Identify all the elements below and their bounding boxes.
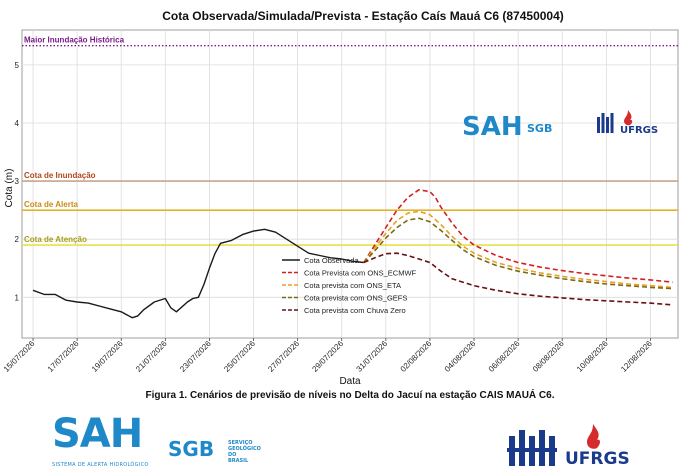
x-tick-label: 23/07/2026 <box>178 339 213 374</box>
x-tick-label: 04/08/2026 <box>443 339 478 374</box>
x-tick-label: 10/08/2026 <box>575 339 610 374</box>
sah-logo: SAH SISTEMA DE ALERTA HIDROLÓGICO <box>52 412 160 472</box>
legend-label: Cota prevista com Chuva Zero <box>304 306 406 315</box>
chart-logos: SAH SGB UFRGS <box>462 110 658 142</box>
sah-logo-text: SAH <box>52 411 143 457</box>
thresholds: Maior Inundação Histórica Cota de Inundaç… <box>22 36 678 246</box>
x-tick-label: 17/07/2026 <box>46 339 81 374</box>
y-tick-label: 3 <box>15 177 20 186</box>
legend: Cota Observada Cota Prevista com ONS_ECMW… <box>282 256 417 315</box>
series-line <box>32 228 364 319</box>
x-tick-label: 19/07/2026 <box>90 339 125 374</box>
chart-ufrgs-emblem-icon <box>601 113 605 133</box>
series <box>32 189 673 319</box>
x-tick-label: 21/07/2026 <box>134 339 169 374</box>
plot-area <box>21 29 679 339</box>
chart-ufrgs-emblem-icon <box>606 117 609 133</box>
series-line <box>363 252 673 306</box>
x-tick-label: 27/07/2026 <box>266 339 301 374</box>
x-tick-label: 06/08/2026 <box>487 339 522 374</box>
chart-ufrgs-emblem-icon <box>610 113 614 133</box>
sah-logo-subtitle: SISTEMA DE ALERTA HIDROLÓGICO <box>52 462 149 468</box>
series-line <box>363 210 673 289</box>
x-tick-label: 12/08/2026 <box>619 339 654 374</box>
sgb-logo-text: SGB <box>168 437 215 461</box>
x-tick-label: 25/07/2026 <box>222 339 257 374</box>
x-tick-label: 31/07/2026 <box>355 339 390 374</box>
y-tick-label: 4 <box>15 119 20 128</box>
x-tick-label: 15/07/2026 <box>2 339 37 374</box>
legend-label: Cota prevista com ONS_ETA <box>304 281 401 290</box>
x-tick-label: 29/07/2026 <box>310 339 345 374</box>
series-line <box>363 189 673 283</box>
chart-flame-icon <box>624 110 633 126</box>
y-axis-label: Cota (m) <box>4 169 15 208</box>
grid <box>21 29 679 339</box>
flame-icon <box>587 424 600 449</box>
x-tick-label: 08/08/2026 <box>531 339 566 374</box>
ufrgs-logo-text: UFRGS <box>565 449 630 469</box>
threshold-label: Maior Inundação Histórica <box>24 36 125 45</box>
x-axis-label: Data <box>339 376 361 387</box>
chart-ufrgs-emblem-icon <box>597 117 600 133</box>
y-tick-label: 2 <box>15 235 20 244</box>
chart-title: Cota Observada/Simulada/Prevista - Estaç… <box>162 9 564 23</box>
legend-label: Cota Observada <box>304 256 359 265</box>
ufrgs-emblem-icon <box>507 430 557 466</box>
x-tick-label: 02/08/2026 <box>399 339 434 374</box>
chart-ufrgs-logo: UFRGS <box>620 125 658 136</box>
figure-caption: Figura 1. Cenários de previsão de níveis… <box>145 390 555 401</box>
threshold-label: Cota de Inundação <box>24 171 96 180</box>
chart-sgb-logo: SGB <box>527 122 552 135</box>
y-tick-label: 5 <box>15 61 20 70</box>
legend-label: Cota prevista com ONS_GEFS <box>304 294 407 303</box>
sgb-logo-subtitle: SERVIÇO GEOLÓGICO DO BRASIL <box>228 440 261 464</box>
chart-sah-logo: SAH <box>462 112 523 142</box>
legend-label: Cota Prevista com ONS_ECMWF <box>304 269 417 278</box>
threshold-label: Cota de Atenção <box>24 235 87 244</box>
threshold-label: Cota de Alerta <box>24 200 78 209</box>
water-level-chart: Cota Observada/Simulada/Prevista - Estaç… <box>2 9 679 387</box>
series-line <box>363 217 673 290</box>
y-tick-label: 1 <box>15 293 20 302</box>
